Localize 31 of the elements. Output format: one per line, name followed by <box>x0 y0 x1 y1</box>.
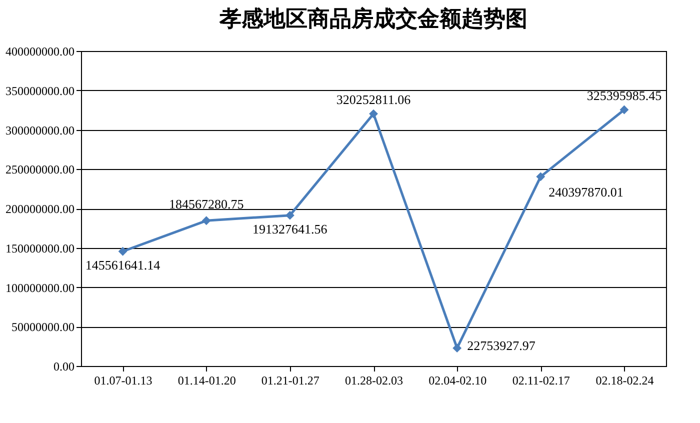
chart-title: 孝感地区商品房成交金额趋势图 <box>218 6 528 32</box>
data-label: 191327641.56 <box>252 221 328 236</box>
point <box>620 105 629 114</box>
data-label: 240397870.01 <box>548 184 624 200</box>
data-label: 184567280.75 <box>168 196 244 212</box>
point <box>452 344 462 353</box>
y-tick-label: 400000000.00 <box>6 44 74 58</box>
y-tick-label: 300000000.00 <box>6 123 74 138</box>
point <box>285 210 294 220</box>
point <box>118 246 128 256</box>
x-tick-label: 01.14-01.20 <box>178 374 236 388</box>
y-tick-label: 350000000.00 <box>6 84 74 98</box>
y-tick-label: 150000000.00 <box>6 241 74 256</box>
data-label: 325395985.45 <box>586 88 662 103</box>
y-tick-label: 100000000.00 <box>6 280 74 295</box>
x-tick-label: 01.21-01.27 <box>261 374 320 388</box>
y-tick-label: 50000000.00 <box>12 320 74 334</box>
point <box>202 216 211 226</box>
y-tick-label: 200000000.00 <box>6 202 74 216</box>
y-tick-label: 250000000.00 <box>6 162 74 177</box>
x-tick-label: 01.28-02.03 <box>345 374 403 388</box>
x-tick-label: 02.11-02.17 <box>512 374 570 388</box>
x-tick-label: 01.07-01.13 <box>94 374 152 388</box>
x-tick-label: 02.04-02.10 <box>428 374 487 388</box>
data-label: 145561641.14 <box>85 257 161 272</box>
data-label: 320252811.06 <box>336 92 412 107</box>
point <box>369 109 378 118</box>
point <box>536 172 546 182</box>
y-tick-label: 0.00 <box>54 360 74 374</box>
x-tick-label: 02.18-02.24 <box>596 374 654 388</box>
data-label: 22753927.97 <box>467 338 536 354</box>
